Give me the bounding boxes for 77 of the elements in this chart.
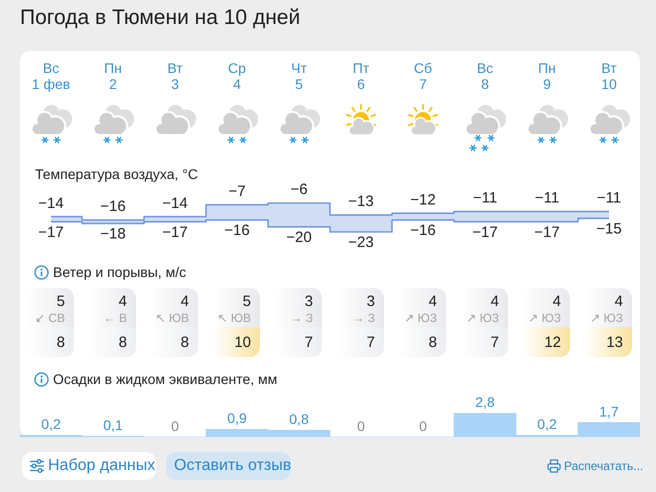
text: ↖ ЮВ	[216, 310, 251, 326]
text: 8	[56, 333, 65, 352]
text: ↗ ЮЗ	[589, 310, 623, 326]
text: 13	[605, 333, 623, 352]
text: 12	[543, 333, 561, 352]
text: 4	[614, 293, 623, 311]
text: ↖ ЮВ	[154, 310, 189, 326]
data-label: 0	[419, 418, 428, 434]
x-tick-label: Вс 8	[476, 60, 494, 92]
text: Ветер и порывы, м/с	[53, 264, 186, 281]
text: 4	[490, 293, 499, 311]
text: 4	[118, 293, 127, 311]
data-label: 0,2	[41, 416, 61, 432]
data-label: 0	[357, 418, 366, 434]
x-tick-label: Вт 3	[166, 60, 184, 92]
text: 4	[180, 293, 189, 311]
data-label: −16	[100, 198, 126, 216]
text: 10	[233, 333, 251, 352]
data-label: −14	[38, 194, 64, 212]
x-tick-label: Ср 4	[227, 60, 247, 92]
data-label: −17	[162, 224, 188, 241]
data-label: −15	[596, 220, 622, 238]
text: Оставить отзыв	[174, 457, 292, 475]
data-label: 0	[171, 418, 180, 434]
x-tick-label: Вс 1 фев	[30, 60, 72, 92]
text: 3	[304, 293, 313, 311]
data-label: −6	[290, 181, 308, 198]
text: 8	[428, 333, 437, 352]
chart-title: Осадки в жидком эквиваленте, мм	[53, 371, 278, 388]
data-label: −23	[348, 234, 374, 252]
text: ↙ СВ	[34, 310, 65, 326]
data-label: −17	[534, 224, 560, 241]
data-label: −13	[348, 193, 374, 210]
x-tick-label: Пн 2	[103, 60, 123, 92]
text: 5	[242, 293, 251, 311]
x-tick-label: Пн 9	[537, 60, 557, 92]
data-label: −12	[410, 191, 436, 208]
text: Распечатать...	[564, 459, 644, 473]
data-label: −11	[596, 190, 622, 207]
text: 7	[490, 333, 499, 352]
data-label: 0,8	[289, 411, 309, 427]
data-label: 0,1	[103, 417, 123, 433]
text: ↗ ЮЗ	[527, 310, 561, 326]
chart-title: Погода в Тюмени на 10 дней	[20, 5, 300, 30]
text: 7	[304, 333, 313, 352]
chart-subtitle: Температура воздуха, °C	[35, 166, 198, 183]
data-label: 0,2	[537, 416, 557, 432]
text: → З	[351, 310, 375, 326]
data-label: 2,8	[475, 394, 495, 410]
text: 7	[366, 333, 375, 352]
x-tick-label: Вт 10	[600, 60, 618, 92]
x-tick-label: Чт 5	[290, 60, 308, 92]
text: ↗ ЮЗ	[465, 310, 499, 326]
text: 4	[552, 293, 561, 311]
x-tick-label: Пт 6	[352, 60, 370, 92]
data-label: 0,9	[227, 410, 247, 426]
data-label: −18	[100, 226, 126, 243]
text: 8	[180, 333, 189, 352]
text: → З	[289, 310, 313, 326]
data-label: −11	[534, 190, 560, 207]
data-label: −14	[162, 194, 188, 212]
data-label: −7	[228, 182, 246, 200]
text: ↗ ЮЗ	[403, 310, 437, 326]
data-label: 1,7	[599, 403, 619, 420]
x-tick-label: Сб 7	[412, 60, 434, 92]
data-label: −11	[472, 190, 498, 207]
text: 5	[56, 293, 65, 311]
data-label: −17	[38, 224, 64, 241]
data-label: −16	[224, 222, 250, 240]
text: 8	[118, 333, 127, 352]
text: 4	[428, 293, 437, 311]
data-label: −20	[286, 229, 312, 246]
data-label: −17	[472, 224, 498, 241]
text: 3	[366, 293, 375, 311]
text: ← В	[102, 310, 127, 326]
data-label: −16	[410, 222, 436, 240]
text: Набор данных	[48, 457, 156, 475]
